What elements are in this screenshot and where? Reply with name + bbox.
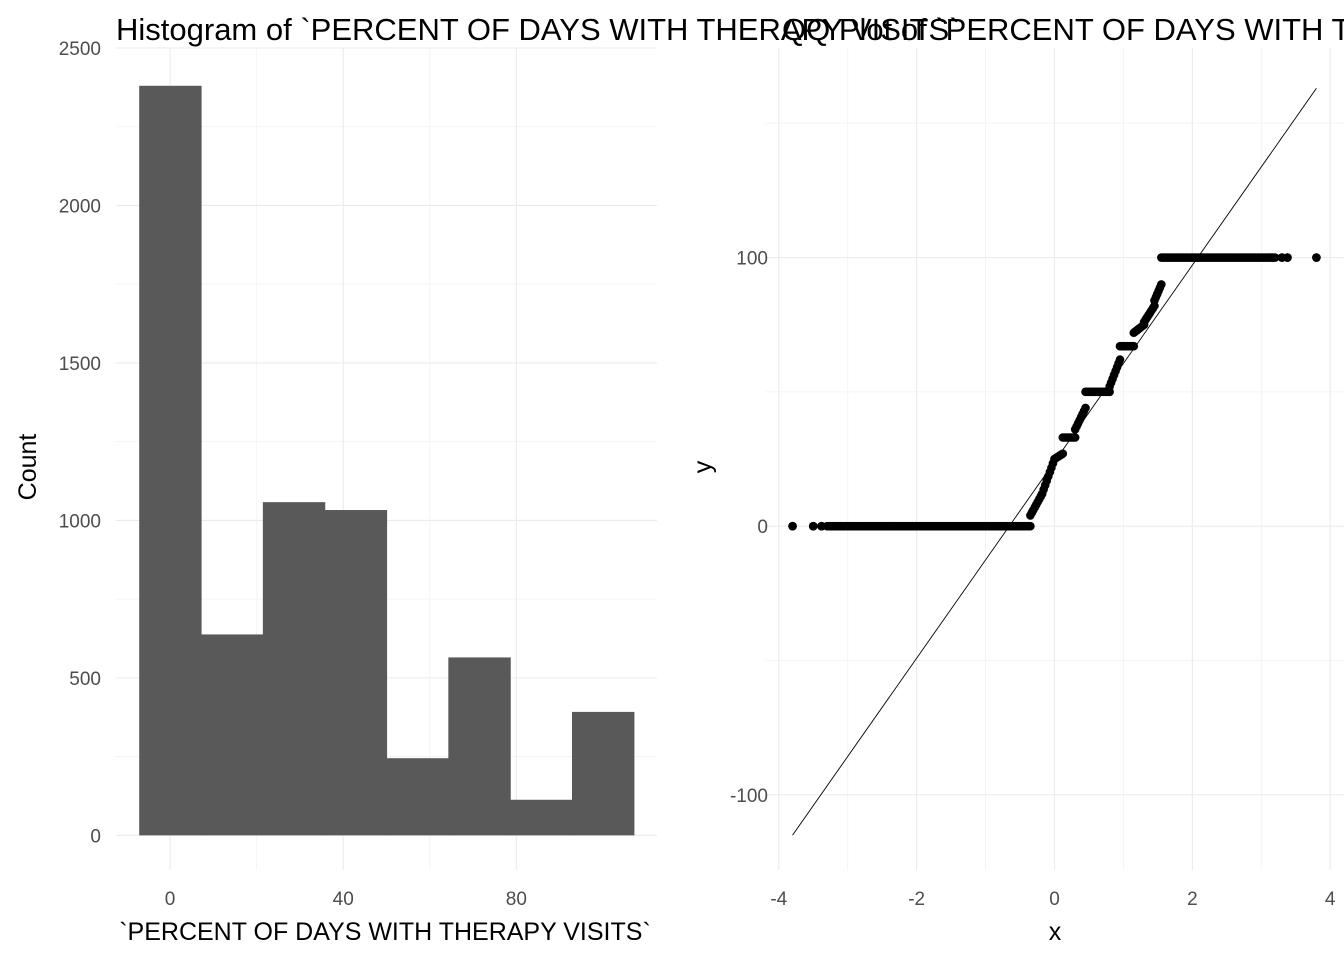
- qq-point: [1270, 253, 1280, 262]
- qq-y-tick-label: 100: [736, 249, 768, 270]
- qq-gridlines: [765, 48, 1344, 870]
- histogram-bar: [510, 799, 573, 836]
- qq-x-tick-label: -4: [770, 889, 787, 910]
- histogram-bar: [571, 711, 635, 836]
- histogram-x-tick-label: 0: [165, 889, 176, 910]
- qq-point: [1081, 403, 1090, 413]
- histogram-y-tick-label: 1500: [59, 354, 101, 375]
- qq-y-tick-label: 0: [757, 517, 768, 538]
- histogram-bar: [201, 634, 264, 836]
- qq-x-axis-title: x: [1049, 918, 1062, 946]
- histogram-title: Histogram of `PERCENT OF DAYS WITH THERA…: [116, 12, 959, 47]
- qq-point: [808, 521, 818, 531]
- qq-point: [1129, 341, 1139, 351]
- qq-x-tick-label: -2: [908, 889, 925, 910]
- qq-x-tick-labels: -4 -2 0 2 4: [770, 889, 1336, 910]
- qq-x-tick-label: 0: [1049, 889, 1060, 910]
- qq-point: [1157, 280, 1166, 289]
- qq-y-tick-label: -100: [730, 786, 768, 807]
- qq-plot-title: QQ Plot of `PERCENT OF DAYS WITH THERAPY…: [782, 12, 1344, 47]
- qq-point: [1026, 521, 1035, 531]
- histogram-bars: [139, 85, 635, 836]
- qq-points: [788, 253, 1321, 531]
- histogram-y-tick-labels: 0 500 1000 1500 2000 2500: [59, 39, 101, 847]
- qq-point: [1312, 253, 1321, 262]
- histogram-bar: [262, 502, 326, 836]
- histogram-bar: [139, 85, 202, 836]
- histogram-bar: [448, 657, 511, 836]
- histogram-y-tick-label: 1000: [59, 511, 101, 532]
- qq-x-tick-label: 4: [1325, 889, 1336, 910]
- qq-point: [1283, 253, 1292, 262]
- histogram-x-tick-label: 40: [333, 889, 354, 910]
- histogram-y-tick-label: 2000: [59, 196, 101, 217]
- histogram-panel: 0 500 1000 1500 2000 2500 0 40 80: [59, 39, 657, 910]
- qq-point: [1115, 355, 1125, 364]
- qq-y-axis-title: y: [689, 460, 717, 473]
- qq-point: [1058, 449, 1068, 458]
- histogram-y-tick-label: 2500: [59, 39, 101, 60]
- qq-point: [1070, 433, 1080, 442]
- histogram-x-axis-title: `PERCENT OF DAYS WITH THERAPY VISITS`: [119, 918, 651, 946]
- qq-y-tick-labels: -100 0 100: [730, 249, 768, 807]
- qq-plot-panel: -100 0 100 -4 -2 0 2 4: [730, 48, 1344, 910]
- histogram-y-tick-label: 0: [90, 826, 101, 847]
- histogram-bar: [386, 758, 449, 836]
- histogram-bar: [324, 510, 388, 836]
- qq-x-tick-label: 2: [1187, 889, 1198, 910]
- qq-point: [788, 521, 797, 531]
- histogram-y-axis-title: Count: [14, 434, 42, 501]
- histogram-y-tick-label: 500: [69, 669, 101, 690]
- histogram-x-tick-labels: 0 40 80: [165, 889, 527, 910]
- histogram-x-tick-label: 80: [506, 889, 527, 910]
